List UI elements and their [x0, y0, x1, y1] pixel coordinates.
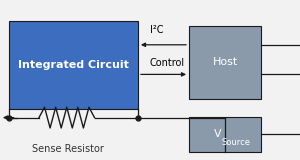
FancyBboxPatch shape — [9, 21, 138, 109]
Text: Integrated Circuit: Integrated Circuit — [18, 60, 129, 70]
FancyBboxPatch shape — [189, 117, 261, 152]
Text: Control: Control — [150, 58, 185, 68]
Text: Sense Resistor: Sense Resistor — [32, 144, 104, 154]
Text: V: V — [214, 129, 221, 139]
Text: Source: Source — [222, 138, 251, 147]
FancyBboxPatch shape — [189, 26, 261, 99]
Text: I²C: I²C — [150, 25, 164, 35]
Text: Host: Host — [212, 57, 238, 67]
